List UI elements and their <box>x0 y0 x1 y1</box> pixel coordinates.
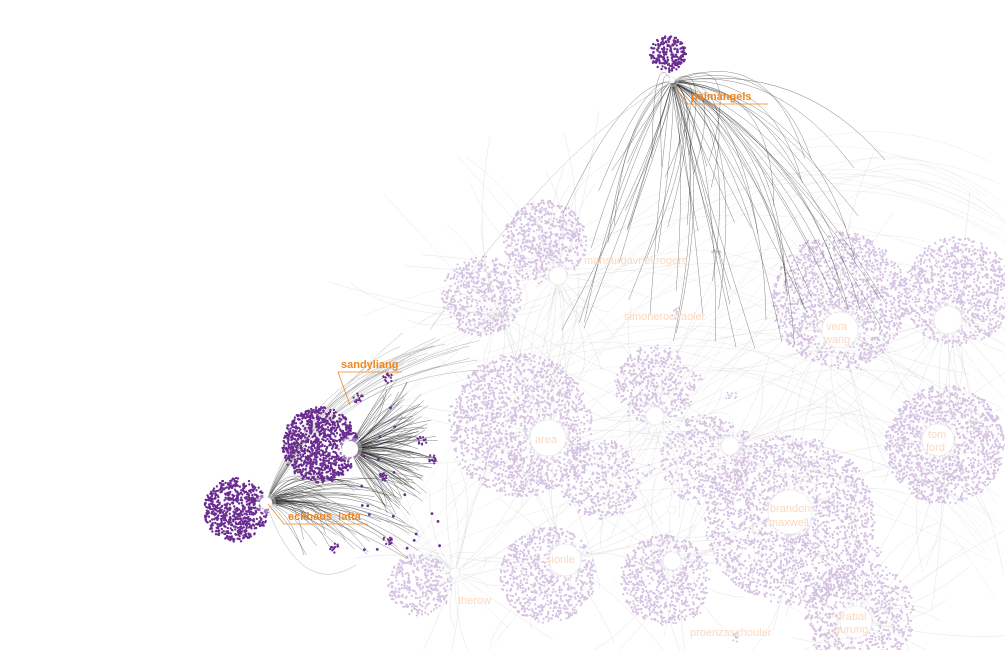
hub-therow[interactable] <box>450 568 460 578</box>
hub-sandyliang[interactable] <box>342 441 358 457</box>
label-eckhaus-latta[interactable]: eckhaus_latta <box>288 511 362 523</box>
active-leaf-node <box>377 458 380 461</box>
faded-satellite <box>950 477 957 485</box>
active-leaf-node <box>437 520 440 523</box>
active-leaf-node <box>363 548 366 551</box>
cluster-mid-d <box>559 440 641 520</box>
label-sionle: sionle <box>546 554 575 566</box>
active-leaf-node <box>389 406 392 409</box>
active-leaf-node <box>393 471 396 474</box>
faded-satellite <box>427 586 435 595</box>
hub-mid-c[interactable] <box>721 437 739 455</box>
active-leaf-node <box>361 504 364 507</box>
label-maxwell: maxwell <box>769 517 809 529</box>
hub-mid-b[interactable] <box>663 552 681 570</box>
active-leaf-node <box>431 512 434 515</box>
hub-palmangels[interactable] <box>669 77 675 83</box>
active-leaf-node <box>438 544 441 547</box>
active-leaf-node <box>378 435 381 438</box>
label-proenzaschouler: proenzaschouler <box>690 627 772 639</box>
hub-mid-a[interactable] <box>646 407 664 425</box>
faded-satellite <box>871 547 882 558</box>
active-leaf-node <box>366 504 369 507</box>
label-palmangels[interactable]: palmangels <box>691 91 752 103</box>
label-brandon: brandon <box>770 503 810 515</box>
label-gurung: gurung <box>834 624 868 636</box>
faded-clusters <box>387 200 1005 650</box>
active-leaf-node <box>392 515 395 518</box>
active-satellite <box>329 543 339 554</box>
active-leaf-node <box>376 548 379 551</box>
active-leaf-node <box>393 425 396 428</box>
hub-small[interactable] <box>668 506 676 514</box>
label-vera: vera <box>826 321 848 333</box>
label-sandyliang[interactable]: sandyliang <box>341 359 398 371</box>
label-tom: tom <box>928 429 946 441</box>
cluster-mansurgavriel <box>503 200 588 285</box>
active-leaf-node <box>368 513 371 516</box>
label-area: area <box>535 434 558 446</box>
label-prabal: prabal <box>836 611 867 623</box>
label-mansurgavriel: mansurgavriel.rogers <box>584 255 688 267</box>
label-simonerocha: simonerochaoler <box>624 311 706 323</box>
active-satellite <box>428 454 437 464</box>
active-leaf-node <box>415 533 418 536</box>
cluster-sionle <box>499 527 596 624</box>
label-wang: wang <box>823 334 850 346</box>
active-leaf-node <box>403 493 406 496</box>
cluster-therow <box>387 554 452 617</box>
active-leaf-node <box>413 539 416 542</box>
active-leaf-node <box>363 455 366 458</box>
label-misc: ... <box>496 311 505 323</box>
cluster-palmangels <box>649 35 687 73</box>
label-ford: ford <box>926 442 945 454</box>
faded-satellite <box>959 299 966 307</box>
cluster-misc-a <box>441 256 522 337</box>
active-satellite <box>383 537 393 546</box>
label-therow: therow <box>458 595 491 607</box>
hub-right-top[interactable] <box>934 306 962 334</box>
hub-mansurgavriel[interactable] <box>549 267 567 285</box>
faded-long-arcs <box>360 132 1005 597</box>
active-leaf-node <box>406 547 409 550</box>
label-sandyliang-group[interactable]: sandyliang <box>338 359 402 405</box>
active-leaf-node <box>360 485 363 488</box>
faded-satellite <box>691 371 703 381</box>
